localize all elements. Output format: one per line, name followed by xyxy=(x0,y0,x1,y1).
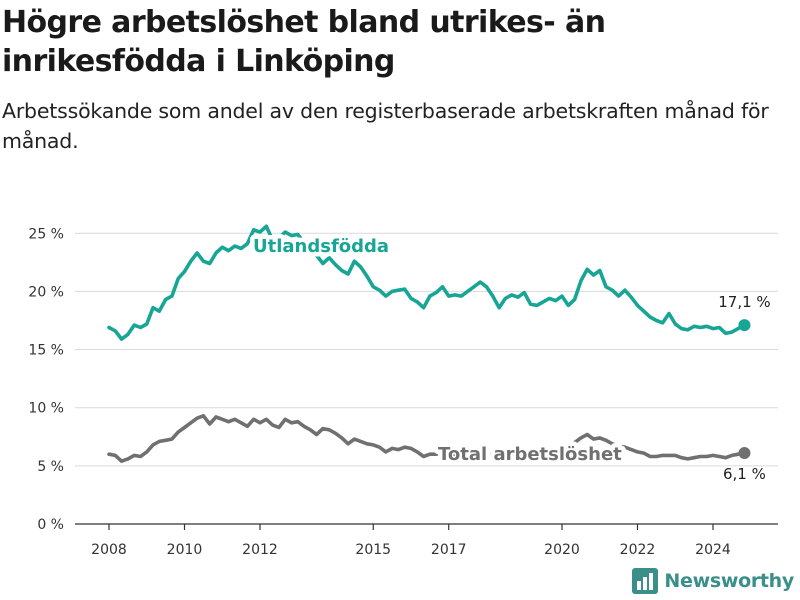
axes: 0 % 5 % 10 % 15 % 20 % 25 % 2008 2010 2012 2015 20… xyxy=(28,226,778,558)
series-lines xyxy=(107,224,747,463)
x-tick-label-2015: 2015 xyxy=(355,542,391,558)
series-end-label-0: 17,1 % xyxy=(718,293,770,311)
series-line-0 xyxy=(107,224,747,341)
series-name-label-0: Utlandsfödda xyxy=(253,236,389,257)
chart-subtitle: Arbetssökande som andel av den registerb… xyxy=(2,99,769,153)
series-end-marker-0 xyxy=(738,319,751,332)
series-line-1 xyxy=(107,414,747,463)
x-tick-label-2012: 2012 xyxy=(242,542,278,558)
series-end-marker-1 xyxy=(738,447,751,460)
y-tick-label-0: 0 % xyxy=(37,517,64,533)
x-tick-label-2010: 2010 xyxy=(167,542,203,558)
x-tick-label-2020: 2020 xyxy=(544,542,580,558)
bar-chart-icon xyxy=(632,568,659,594)
chart-title: Högre arbetslöshet bland utrikes- än inr… xyxy=(2,5,606,79)
series-end-label-1: 6,1 % xyxy=(723,465,766,483)
newsworthy-logo: Newsworthy xyxy=(632,568,794,594)
series-name-halo-1: Total arbetslöshet xyxy=(438,444,622,465)
y-tick-label-10: 10 % xyxy=(28,401,64,417)
series-labels: 17,1 %6,1 %UtlandsföddaUtlandsföddaTotal… xyxy=(249,232,771,484)
x-tick-label-2017: 2017 xyxy=(431,542,467,558)
y-tick-label-20: 20 % xyxy=(28,284,64,300)
series-name-halo-0: Utlandsfödda xyxy=(253,236,389,257)
x-tick-label-2008: 2008 xyxy=(91,542,127,558)
series-name-label-1: Total arbetslöshet xyxy=(438,444,622,465)
gridlines xyxy=(75,232,778,467)
x-tick-label-2022: 2022 xyxy=(620,542,656,558)
x-tick-label-2024: 2024 xyxy=(695,542,731,558)
y-tick-label-25: 25 % xyxy=(28,226,64,242)
y-tick-label-5: 5 % xyxy=(37,459,64,475)
logo-text: Newsworthy xyxy=(664,570,794,592)
y-tick-label-15: 15 % xyxy=(28,343,64,359)
